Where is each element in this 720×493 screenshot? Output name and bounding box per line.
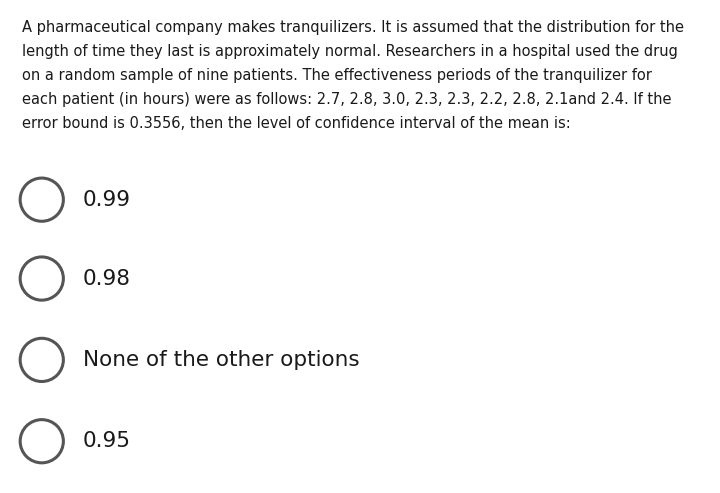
Text: A pharmaceutical company makes tranquilizers. It is assumed that the distributio: A pharmaceutical company makes tranquili… [22, 20, 683, 131]
Text: 0.95: 0.95 [83, 431, 131, 451]
Text: 0.99: 0.99 [83, 190, 131, 210]
Text: 0.98: 0.98 [83, 269, 131, 288]
Text: None of the other options: None of the other options [83, 350, 359, 370]
